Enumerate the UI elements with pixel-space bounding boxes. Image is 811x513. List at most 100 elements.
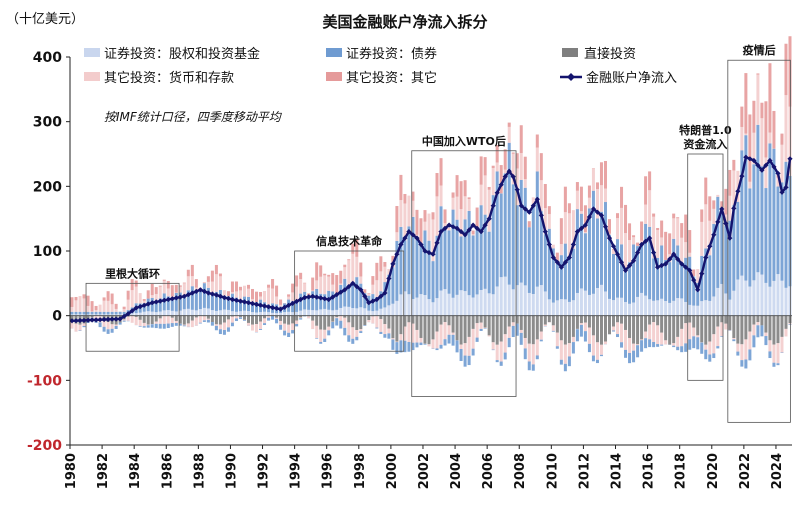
bar-equity-162 [720,283,724,316]
bar-bonds-30 [190,286,194,310]
bar-bonds-101 [475,230,479,295]
bar-equity-73 [363,308,367,316]
net-flow-point-113 [522,206,528,212]
bar-bonds-neg-138 [624,349,628,358]
bar-bonds-neg-109 [507,337,511,348]
net-flow-point-93 [442,225,448,231]
bar-other-61 [315,262,319,281]
bar-equity-133 [603,291,607,316]
bar-fdi-neg-94 [447,315,451,326]
bar-deposits-3 [82,298,86,312]
bar-deposits-48 [263,291,267,303]
bar-equity-106 [495,286,499,316]
bar-bonds-neg-32 [198,322,202,324]
bar-equity-171 [756,272,760,316]
bar-bonds-102 [479,205,483,290]
bar-deposits-neg-148 [664,340,668,345]
bar-bonds-neg-145 [652,341,656,348]
bar-bonds-81 [395,240,399,301]
bar-other-27 [178,285,182,287]
x-tick-label-2: 1984 [128,453,143,489]
bar-deposits-neg-161 [716,326,720,347]
bar-fdi-neg-48 [263,315,267,319]
bar-bonds-129 [587,208,591,295]
bar-bonds-145 [652,258,656,301]
net-flow-point-176 [775,170,781,176]
bar-fdi-neg-173 [764,315,768,333]
net-flow-point-11 [113,316,119,322]
bar-bonds-34 [206,287,210,309]
bar-equity-153 [684,301,688,316]
bar-equity-101 [475,294,479,316]
bar-bonds-3 [82,311,86,315]
bar-bonds-140 [632,244,636,303]
bar-bonds-neg-125 [571,342,575,354]
bar-fdi-neg-132 [599,315,603,345]
bar-equity-92 [439,290,443,316]
bar-other-10 [110,293,114,305]
bar-bonds-neg-99 [467,355,471,366]
net-flow-point-149 [667,256,673,262]
bar-deposits-42 [238,290,242,301]
bar-other-29 [186,269,190,277]
bar-bonds-116 [535,171,539,287]
bar-deposits-neg-140 [632,343,636,351]
bar-fdi-neg-154 [688,315,692,323]
bar-deposits-neg-3 [82,323,86,326]
bar-other-94 [447,228,451,230]
bar-equity-26 [174,311,178,316]
bar-bonds-neg-85 [411,342,415,351]
y-tick-label-1: -100 [27,373,62,389]
bar-fdi-neg-39 [226,315,230,320]
annotation-label-2: 中国加入WTO后 [422,134,506,148]
bar-bonds-neg-86 [415,342,419,348]
net-flow-point-36 [213,292,219,298]
bar-deposits-70 [351,253,355,283]
bar-equity-0 [70,314,74,316]
bar-equity-128 [583,290,587,316]
bar-bonds-neg-40 [230,322,234,327]
bar-bonds-neg-157 [700,342,704,354]
bar-deposits-171 [756,74,760,125]
bar-equity-3 [82,314,86,316]
bar-fdi-neg-163 [724,315,728,324]
bar-bonds-neg-147 [660,344,664,346]
bar-bonds-57 [299,293,303,311]
bar-deposits-67 [339,283,343,285]
bar-deposits-123 [563,212,567,244]
bar-other-104 [487,186,491,190]
net-flow-point-47 [257,302,264,308]
bar-bonds-neg-162 [720,336,724,337]
bar-bonds-73 [363,293,367,309]
bar-bonds-neg-112 [519,332,523,345]
bar-bonds-90 [431,261,435,303]
bar-deposits-81 [395,232,399,241]
net-flow-point-41 [233,297,240,303]
bar-equity-115 [531,293,535,316]
bar-bonds-neg-42 [238,317,242,319]
bar-equity-55 [291,312,295,316]
bar-fdi-neg-137 [620,315,624,324]
bar-equity-77 [379,308,383,316]
bar-deposits-103 [483,175,487,215]
bar-equity-164 [728,299,732,316]
bar-fdi-neg-85 [411,315,415,324]
net-flow-point-51 [274,305,280,311]
bar-bonds-174 [768,143,772,287]
bar-bonds-113 [523,187,527,286]
bar-bonds-67 [339,285,343,308]
bar-equity-28 [182,309,186,316]
bar-bonds-45 [251,302,255,313]
bar-equity-67 [339,307,343,316]
bar-equity-143 [644,295,648,316]
bar-deposits-37 [218,276,222,290]
bar-bonds-36 [214,291,218,311]
bar-equity-175 [772,280,776,316]
bar-deposits-108 [503,169,507,174]
net-flow-point-76 [374,296,380,303]
bar-equity-33 [202,307,206,316]
bar-deposits-neg-85 [411,323,415,343]
net-flow-point-22 [157,298,163,304]
net-flow-point-103 [482,222,488,228]
bar-equity-118 [543,291,547,316]
